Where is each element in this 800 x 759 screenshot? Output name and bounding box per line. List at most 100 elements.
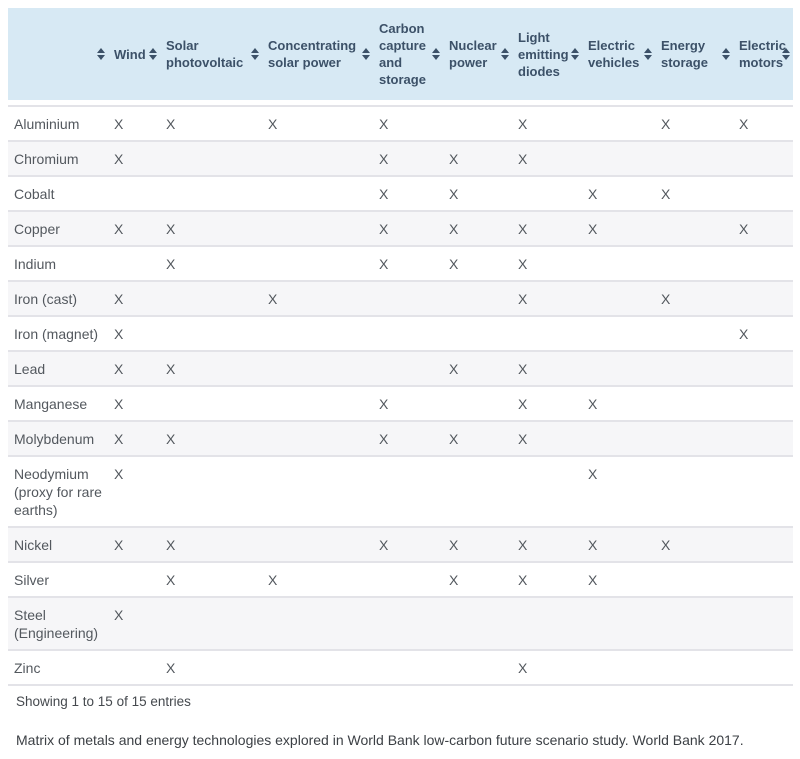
sort-down-arrow (149, 55, 157, 60)
column-header-electric-motors[interactable]: Electric motors (733, 8, 793, 105)
header-row: Wind Solar photovoltaic Concentrating sola… (8, 8, 793, 105)
column-header-solar-photovoltaic[interactable]: Solar photovoltaic (160, 8, 262, 105)
sort-arrows-icon[interactable] (722, 48, 730, 60)
sort-up-arrow (251, 48, 259, 53)
matrix-cell-carbon-capture-and-storage (373, 352, 443, 387)
matrix-cell-carbon-capture-and-storage: X (373, 177, 443, 212)
matrix-cell-nuclear-power (443, 282, 512, 317)
row-label-metal: Iron (cast) (8, 282, 108, 317)
table-caption: Matrix of metals and energy technologies… (16, 732, 744, 748)
matrix-cell-solar-photovoltaic (160, 177, 262, 212)
matrix-cell-electric-vehicles (582, 282, 655, 317)
matrix-cell-solar-photovoltaic: X (160, 528, 262, 563)
column-header-light-emitting-diodes[interactable]: Light emitting diodes (512, 8, 582, 105)
matrix-cell-energy-storage (655, 352, 733, 387)
matrix-cell-concentrating-solar-power (262, 651, 373, 686)
table-row: Chromium X X X X (8, 142, 793, 177)
matrix-cell-light-emitting-diodes: X (512, 282, 582, 317)
matrix-cell-electric-vehicles: X (582, 563, 655, 598)
matrix-cell-carbon-capture-and-storage: X (373, 528, 443, 563)
matrix-cell-wind (108, 563, 160, 598)
matrix-cell-concentrating-solar-power (262, 247, 373, 282)
matrix-cell-light-emitting-diodes: X (512, 651, 582, 686)
matrix-cell-carbon-capture-and-storage: X (373, 387, 443, 422)
row-label-metal: Nickel (8, 528, 108, 563)
sort-arrows-icon[interactable] (571, 48, 579, 60)
table-row: Molybdenum X X X X X (8, 422, 793, 457)
table-row: Iron (magnet) X X (8, 317, 793, 352)
matrix-cell-energy-storage (655, 247, 733, 282)
matrix-cell-wind: X (108, 598, 160, 651)
matrix-cell-energy-storage (655, 422, 733, 457)
sort-down-arrow (362, 55, 370, 60)
matrix-cell-energy-storage: X (655, 177, 733, 212)
sort-arrows-icon[interactable] (97, 48, 105, 60)
matrix-cell-wind: X (108, 317, 160, 352)
matrix-cell-energy-storage (655, 387, 733, 422)
table-row: Lead X X X X (8, 352, 793, 387)
table-row: Iron (cast) X X X X (8, 282, 793, 317)
sort-down-arrow (501, 55, 509, 60)
matrix-cell-carbon-capture-and-storage (373, 563, 443, 598)
matrix-cell-wind: X (108, 352, 160, 387)
matrix-cell-solar-photovoltaic (160, 457, 262, 528)
matrix-cell-light-emitting-diodes: X (512, 105, 582, 142)
column-header-label: Electric motors (739, 38, 786, 70)
matrix-cell-wind: X (108, 142, 160, 177)
matrix-cell-energy-storage: X (655, 105, 733, 142)
row-label-metal: Zinc (8, 651, 108, 686)
matrix-cell-solar-photovoltaic (160, 282, 262, 317)
matrix-cell-solar-photovoltaic (160, 142, 262, 177)
sort-arrows-icon[interactable] (432, 48, 440, 60)
column-header-electric-vehicles[interactable]: Electric vehicles (582, 8, 655, 105)
entries-count-status: Showing 1 to 15 of 15 entries (16, 694, 191, 709)
column-header-energy-storage[interactable]: Energy storage (655, 8, 733, 105)
matrix-cell-electric-vehicles: X (582, 457, 655, 528)
matrix-cell-electric-motors: X (733, 317, 793, 352)
matrix-cell-carbon-capture-and-storage (373, 651, 443, 686)
matrix-cell-electric-vehicles (582, 651, 655, 686)
matrix-cell-wind: X (108, 422, 160, 457)
row-label-metal: Indium (8, 247, 108, 282)
sort-down-arrow (782, 55, 790, 60)
column-header-concentrating-solar-power[interactable]: Concentrating solar power (262, 8, 373, 105)
column-header-wind[interactable]: Wind (108, 8, 160, 105)
matrix-cell-light-emitting-diodes: X (512, 422, 582, 457)
matrix-cell-electric-motors (733, 651, 793, 686)
column-header-label: Energy storage (661, 38, 708, 70)
column-header-nuclear-power[interactable]: Nuclear power (443, 8, 512, 105)
matrix-cell-electric-motors (733, 422, 793, 457)
row-label-metal: Aluminium (8, 105, 108, 142)
matrix-cell-energy-storage (655, 598, 733, 651)
matrix-cell-electric-vehicles: X (582, 528, 655, 563)
column-header-label: Solar photovoltaic (166, 38, 244, 70)
table-row: Nickel X X X X X X X (8, 528, 793, 563)
sort-arrows-icon[interactable] (501, 48, 509, 60)
matrix-cell-energy-storage (655, 142, 733, 177)
matrix-cell-nuclear-power (443, 105, 512, 142)
matrix-cell-concentrating-solar-power (262, 212, 373, 247)
matrix-cell-nuclear-power: X (443, 142, 512, 177)
matrix-cell-nuclear-power (443, 598, 512, 651)
sort-up-arrow (149, 48, 157, 53)
sort-arrows-icon[interactable] (362, 48, 370, 60)
table-row: Copper X X X X X X X (8, 212, 793, 247)
matrix-cell-electric-motors (733, 563, 793, 598)
column-header-metal[interactable] (8, 8, 108, 105)
matrix-cell-light-emitting-diodes: X (512, 387, 582, 422)
column-header-label: Nuclear power (449, 38, 497, 70)
matrix-cell-wind: X (108, 282, 160, 317)
matrix-cell-light-emitting-diodes (512, 598, 582, 651)
matrix-cell-concentrating-solar-power (262, 387, 373, 422)
matrix-cell-concentrating-solar-power: X (262, 282, 373, 317)
matrix-cell-solar-photovoltaic: X (160, 105, 262, 142)
sort-arrows-icon[interactable] (782, 48, 790, 60)
sort-arrows-icon[interactable] (644, 48, 652, 60)
sort-arrows-icon[interactable] (149, 48, 157, 60)
matrix-cell-solar-photovoltaic: X (160, 422, 262, 457)
matrix-cell-electric-vehicles: X (582, 177, 655, 212)
column-header-carbon-capture-and-storage[interactable]: Carbon capture and storage (373, 8, 443, 105)
sort-arrows-icon[interactable] (251, 48, 259, 60)
matrix-cell-energy-storage (655, 651, 733, 686)
table-row: Steel (Engineering) X (8, 598, 793, 651)
